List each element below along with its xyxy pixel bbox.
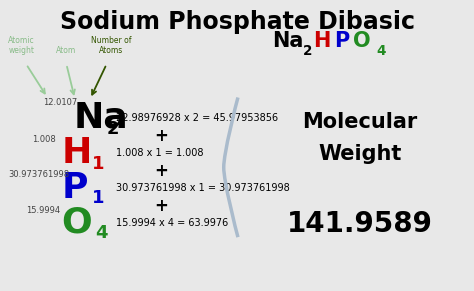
Text: 1: 1 [92,155,105,173]
Text: P: P [334,31,349,51]
Text: +: + [154,162,168,180]
Text: O: O [62,206,92,239]
Text: 2: 2 [107,120,119,138]
Text: 1.008: 1.008 [32,135,56,143]
Text: 12.0107: 12.0107 [43,98,77,107]
Text: Na: Na [73,101,128,135]
Text: Na: Na [273,31,304,51]
Text: +: + [154,197,168,215]
Text: 1: 1 [92,189,105,207]
Text: 15.9994: 15.9994 [26,206,60,214]
Text: O: O [353,31,371,51]
Text: 22.98976928 x 2 = 45.97953856: 22.98976928 x 2 = 45.97953856 [116,113,278,123]
Text: Molecular: Molecular [302,112,418,132]
Text: 141.9589: 141.9589 [287,210,433,238]
Text: 30.973761998: 30.973761998 [9,170,70,179]
Text: H: H [313,31,330,51]
Text: Sodium Phosphate Dibasic: Sodium Phosphate Dibasic [60,10,414,34]
Text: 4: 4 [95,224,107,242]
Text: 1.008 x 1 = 1.008: 1.008 x 1 = 1.008 [116,148,204,158]
Text: Atom: Atom [56,46,76,55]
Text: 4: 4 [377,44,386,58]
Text: +: + [154,127,168,145]
Text: 15.9994 x 4 = 63.9976: 15.9994 x 4 = 63.9976 [116,218,228,228]
Text: Atomic
weight: Atomic weight [8,36,35,55]
Text: 30.973761998 x 1 = 30.973761998: 30.973761998 x 1 = 30.973761998 [116,183,290,193]
Text: Number of
Atoms: Number of Atoms [91,36,132,55]
Text: 2: 2 [302,44,312,58]
Text: H: H [62,136,92,170]
Text: P: P [62,171,88,205]
Text: Weight: Weight [319,144,402,164]
